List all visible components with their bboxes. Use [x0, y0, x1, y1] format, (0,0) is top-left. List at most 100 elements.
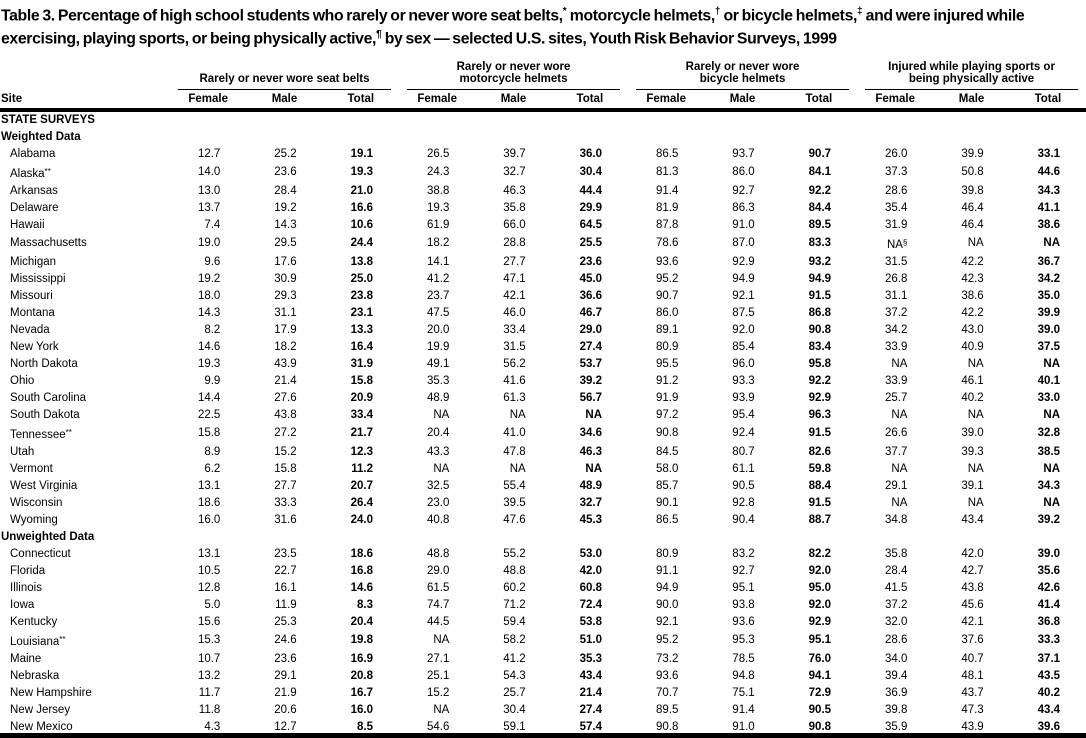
value-cell: 43.8: [961, 581, 984, 594]
value-cell: 36.8: [1037, 615, 1061, 628]
site-column-header: Site: [0, 89, 170, 112]
value-cell: 92.0: [808, 564, 832, 577]
column-group-injured: Injured while playing sports or being phy…: [857, 52, 1086, 90]
value-cell: 90.4: [732, 513, 755, 526]
value-cell: 87.0: [732, 237, 755, 250]
value-cell: 27.4: [579, 703, 603, 716]
value-cell: 54.6: [426, 720, 450, 733]
value-cell: 48.8: [503, 564, 526, 577]
value-cell: 23.5: [274, 547, 297, 560]
value-cell: 16.9: [350, 652, 374, 665]
site-cell: Utah: [10, 445, 35, 458]
value-cell: 35.6: [1037, 564, 1061, 577]
value-cell: 35.0: [1037, 289, 1061, 302]
value-cell: 97.2: [655, 408, 679, 421]
value-cell: 12.7: [274, 720, 297, 733]
value-cell: 95.4: [732, 408, 755, 421]
value-cell: 34.0: [884, 652, 908, 665]
value-cell: 58.0: [655, 462, 679, 475]
value-cell: 92.1: [655, 615, 679, 628]
value-cell: NA: [1043, 462, 1061, 475]
value-cell: NA: [509, 462, 526, 475]
value-cell: 37.7: [884, 445, 908, 458]
value-cell: 17.6: [274, 255, 297, 268]
value-cell: 18.6: [350, 547, 374, 560]
value-cell: 24.3: [426, 166, 450, 179]
value-cell: 96.3: [808, 408, 832, 421]
value-cell: 94.9: [732, 272, 755, 285]
site-cell: Iowa: [10, 598, 35, 611]
table-row: Iowa 5.0 11.9 8.3 74.7 71.2 72.4 90.0 93.8 92.0 37…: [0, 597, 1086, 614]
section-header: Weighted Data: [1, 130, 81, 143]
value-cell: 91.4: [732, 703, 755, 716]
value-cell: 25.3: [274, 615, 297, 628]
value-cell: 38.5: [1037, 445, 1061, 458]
value-cell: 9.6: [204, 255, 221, 268]
value-cell: 42.2: [961, 255, 984, 268]
value-cell: 20.4: [350, 615, 374, 628]
value-cell: 25.2: [274, 147, 297, 160]
column-header-male: Male: [246, 89, 323, 112]
column-header-total: Total: [780, 89, 858, 112]
value-cell: 83.4: [808, 340, 832, 353]
value-cell: 26.5: [426, 147, 450, 160]
value-cell: 48.8: [426, 547, 450, 560]
value-cell: 87.5: [732, 306, 755, 319]
site-cell: Nevada: [10, 323, 50, 336]
value-cell: 15.2: [274, 445, 297, 458]
value-cell: 8.2: [204, 323, 221, 336]
value-cell: NA: [433, 634, 450, 647]
table-row: Vermont 6.2 15.8 11.2 NA NA NA 58.0 61.1 59.8 NA NA…: [0, 461, 1086, 478]
value-cell: 39.0: [1037, 323, 1061, 336]
value-cell: 24.0: [350, 513, 374, 526]
value-cell: 43.8: [274, 408, 297, 421]
value-cell: 41.2: [426, 272, 450, 285]
value-cell: 21.0: [350, 184, 374, 197]
value-cell: 61.5: [426, 581, 450, 594]
value-cell: 29.1: [274, 669, 297, 682]
value-cell: 59.4: [503, 615, 526, 628]
value-cell: 33.4: [350, 408, 374, 421]
value-cell: 26.8: [884, 272, 908, 285]
value-cell: 19.2: [274, 201, 297, 214]
value-cell: 19.2: [197, 272, 221, 285]
value-cell: 56.2: [503, 357, 526, 370]
value-cell: 94.1: [808, 669, 832, 682]
value-cell: 37.1: [1037, 652, 1061, 665]
value-cell: 23.1: [350, 306, 374, 319]
value-cell: 42.0: [961, 547, 984, 560]
value-cell: 33.1: [1037, 147, 1061, 160]
value-cell: 94.9: [808, 272, 832, 285]
value-cell: 13.3: [350, 323, 374, 336]
value-cell: 35.3: [579, 652, 603, 665]
value-cell: 39.2: [579, 374, 603, 387]
value-cell: 36.6: [579, 289, 603, 302]
site-cell: North Dakota: [10, 357, 78, 370]
value-cell: 46.4: [961, 201, 984, 214]
column-header-male: Male: [933, 89, 1010, 112]
value-cell: 16.1: [274, 581, 297, 594]
value-cell: 24.4: [350, 237, 374, 250]
value-cell: 33.0: [1037, 391, 1061, 404]
column-header-female: Female: [628, 89, 705, 112]
value-cell: 92.9: [808, 615, 832, 628]
table-row: Alabama 12.7 25.2 19.1 26.5 39.7 36.0 86.5 93.7 9…: [0, 146, 1086, 163]
value-cell: 8.9: [204, 445, 221, 458]
value-cell: 29.5: [274, 237, 297, 250]
value-cell: 53.8: [579, 615, 603, 628]
value-cell: 29.0: [579, 323, 603, 336]
value-cell: 91.1: [655, 564, 679, 577]
site-cell: Florida: [10, 564, 46, 577]
value-cell: 85.4: [732, 340, 755, 353]
value-cell: 10.7: [197, 652, 221, 665]
value-cell: 74.7: [426, 598, 450, 611]
value-cell: 55.2: [503, 547, 526, 560]
yrbs-table: Rarely or never wore seat belts Rarely or…: [0, 52, 1086, 736]
value-cell: 28.6: [884, 184, 908, 197]
value-cell: 27.1: [426, 652, 450, 665]
site-cell: South Dakota: [10, 408, 80, 421]
value-cell: 14.0: [197, 166, 221, 179]
table-row: Kentucky 15.6 25.3 20.4 44.5 59.4 53.8 92.1 93.6…: [0, 614, 1086, 631]
value-cell: 41.2: [503, 652, 526, 665]
value-cell: 92.2: [808, 374, 832, 387]
